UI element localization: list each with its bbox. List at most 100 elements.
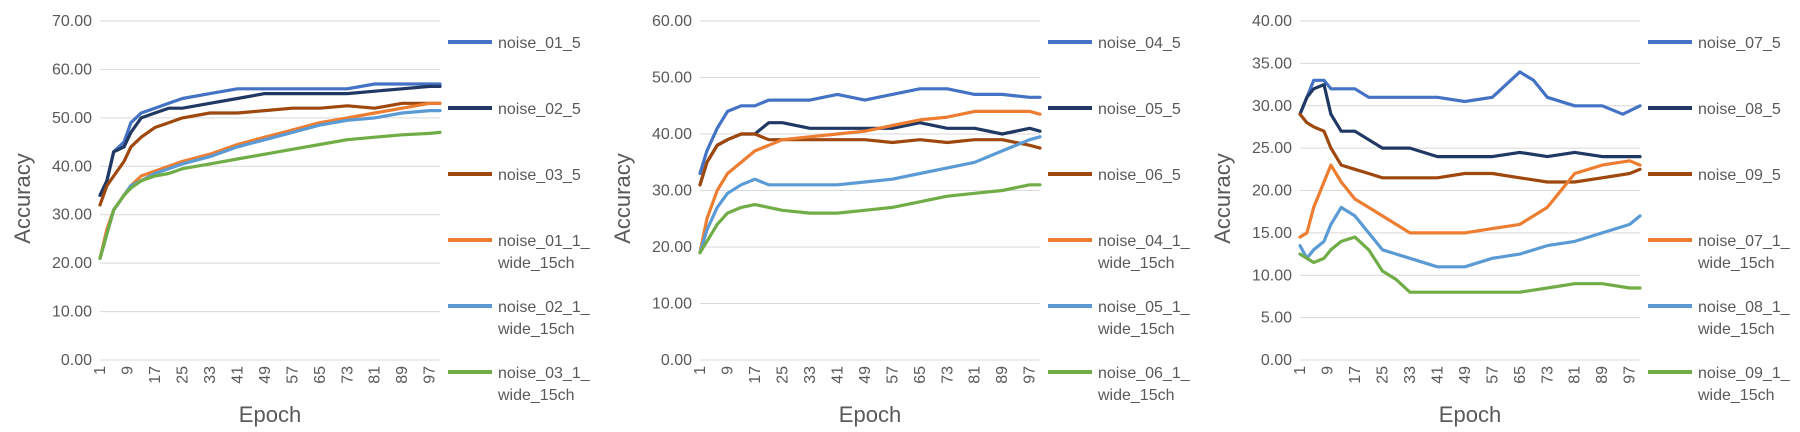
y-tick-label: 10.00 bbox=[652, 296, 692, 313]
series-line-2 bbox=[98, 84, 442, 197]
x-tick-label: 57 bbox=[284, 366, 301, 384]
x-tick-label: 57 bbox=[1484, 366, 1501, 384]
y-tick-label: 5.00 bbox=[1261, 310, 1292, 327]
series-line-6 bbox=[98, 130, 442, 260]
y-tick-label: 20.00 bbox=[52, 255, 92, 272]
x-tick-label: 25 bbox=[774, 366, 791, 384]
x-tick-label: 17 bbox=[147, 366, 164, 384]
x-tick-label: 25 bbox=[174, 366, 191, 384]
y-axis-title: Accuracy bbox=[1210, 153, 1235, 243]
series-line-4 bbox=[1298, 159, 1642, 239]
legend-label: noise_08_1_ wide_15ch bbox=[1697, 299, 1791, 338]
series-line-2 bbox=[1298, 83, 1642, 159]
legend-label: noise_07_5 bbox=[1698, 35, 1781, 52]
x-tick-label: 49 bbox=[1457, 366, 1474, 384]
y-tick-label: 40.00 bbox=[1252, 13, 1292, 30]
legend-label: noise_02_1_ wide_15ch bbox=[497, 299, 591, 338]
y-tick-label: 20.00 bbox=[1252, 183, 1292, 200]
legend-label: noise_09_1_ wide_15ch bbox=[1697, 365, 1791, 404]
legend-label: noise_04_5 bbox=[1098, 35, 1181, 52]
y-tick-label: 60.00 bbox=[652, 13, 692, 30]
x-tick-label: 65 bbox=[312, 366, 329, 384]
series-line-1 bbox=[698, 87, 1042, 176]
x-tick-label: 25 bbox=[1374, 366, 1391, 384]
chart-panel-1: 0.00 10.00 20.00 30.00 40.00 50.00 60.00 70.00 1… bbox=[10, 13, 591, 427]
x-tick-label: 89 bbox=[994, 366, 1011, 384]
x-tick-label: 33 bbox=[802, 366, 819, 384]
series-line-5 bbox=[98, 109, 442, 260]
x-tick-label: 1 bbox=[1292, 366, 1309, 375]
x-tick-label: 65 bbox=[1512, 366, 1529, 384]
x-tick-label: 49 bbox=[857, 366, 874, 384]
x-tick-label: 41 bbox=[229, 366, 246, 384]
legend-label: noise_03_5 bbox=[498, 167, 581, 184]
x-tick-label: 73 bbox=[939, 366, 956, 384]
chart-panel-3: 0.00 5.00 10.00 15.00 20.00 25.00 30.00 35.00 40… bbox=[1210, 13, 1791, 427]
y-tick-label: 60.00 bbox=[52, 61, 92, 78]
series-line-3 bbox=[98, 101, 442, 207]
y-tick-label: 10.00 bbox=[52, 304, 92, 321]
x-tick-label: 33 bbox=[1402, 366, 1419, 384]
x-axis-title: Epoch bbox=[239, 402, 301, 427]
legend-label: noise_05_1_ wide_15ch bbox=[1097, 299, 1191, 338]
x-tick-label: 9 bbox=[119, 366, 136, 375]
x-tick-label: 1 bbox=[92, 366, 109, 375]
legend-label: noise_07_1_ wide_15ch bbox=[1697, 233, 1791, 272]
x-tick-label: 17 bbox=[1347, 366, 1364, 384]
y-tick-label: 50.00 bbox=[52, 110, 92, 127]
legend-label: noise_04_1_ wide_15ch bbox=[1097, 233, 1191, 272]
x-tick-label: 97 bbox=[1022, 366, 1039, 384]
x-tick-label: 97 bbox=[1622, 366, 1639, 384]
x-axis-title: Epoch bbox=[839, 402, 901, 427]
y-tick-label: 30.00 bbox=[652, 183, 692, 200]
y-tick-label: 0.00 bbox=[1261, 352, 1292, 369]
x-tick-label: 1 bbox=[692, 366, 709, 375]
x-tick-label: 81 bbox=[967, 366, 984, 384]
legend-label: noise_01_5 bbox=[498, 35, 581, 52]
legend-label: noise_06_5 bbox=[1098, 167, 1181, 184]
legend-label: noise_06_1_ wide_15ch bbox=[1097, 365, 1191, 404]
legend-label: noise_02_5 bbox=[498, 101, 581, 118]
legend-label: noise_08_5 bbox=[1698, 101, 1781, 118]
y-tick-label: 70.00 bbox=[52, 13, 92, 30]
x-tick-label: 97 bbox=[422, 366, 439, 384]
x-tick-label: 81 bbox=[1567, 366, 1584, 384]
series-line-4 bbox=[698, 109, 1042, 255]
series-line-1 bbox=[1298, 70, 1642, 116]
x-tick-label: 57 bbox=[884, 366, 901, 384]
y-tick-label: 10.00 bbox=[1252, 267, 1292, 284]
x-tick-label: 41 bbox=[829, 366, 846, 384]
y-tick-label: 0.00 bbox=[661, 352, 692, 369]
x-tick-label: 65 bbox=[912, 366, 929, 384]
series-line-4 bbox=[98, 101, 442, 260]
x-tick-label: 49 bbox=[257, 366, 274, 384]
y-axis-title: Accuracy bbox=[610, 153, 635, 243]
y-tick-label: 50.00 bbox=[652, 70, 692, 87]
x-tick-label: 89 bbox=[394, 366, 411, 384]
y-tick-label: 0.00 bbox=[61, 352, 92, 369]
y-tick-label: 30.00 bbox=[1252, 98, 1292, 115]
x-tick-label: 73 bbox=[339, 366, 356, 384]
series-line-6 bbox=[698, 183, 1042, 255]
y-tick-label: 40.00 bbox=[52, 158, 92, 175]
y-axis-title: Accuracy bbox=[10, 153, 35, 243]
series-line-1 bbox=[98, 82, 442, 197]
legend-label: noise_01_1_ wide_15ch bbox=[497, 233, 591, 272]
legend-label: noise_05_5 bbox=[1098, 101, 1181, 118]
series-line-5 bbox=[698, 135, 1042, 255]
x-tick-label: 73 bbox=[1539, 366, 1556, 384]
y-tick-label: 25.00 bbox=[1252, 140, 1292, 157]
chart-panel-2: 0.00 10.00 20.00 30.00 40.00 50.00 60.00 1 9 17 25… bbox=[610, 13, 1191, 427]
x-tick-label: 9 bbox=[1319, 366, 1336, 375]
x-tick-label: 9 bbox=[719, 366, 736, 375]
x-tick-label: 81 bbox=[367, 366, 384, 384]
series-line-5 bbox=[1298, 205, 1642, 269]
legend-label: noise_03_1_ wide_15ch bbox=[497, 365, 591, 404]
series-line-3 bbox=[1298, 112, 1642, 184]
y-tick-label: 35.00 bbox=[1252, 55, 1292, 72]
x-tick-label: 17 bbox=[747, 366, 764, 384]
series-line-3 bbox=[698, 132, 1042, 187]
x-axis-title: Epoch bbox=[1439, 402, 1501, 427]
legend-label: noise_09_5 bbox=[1698, 167, 1781, 184]
